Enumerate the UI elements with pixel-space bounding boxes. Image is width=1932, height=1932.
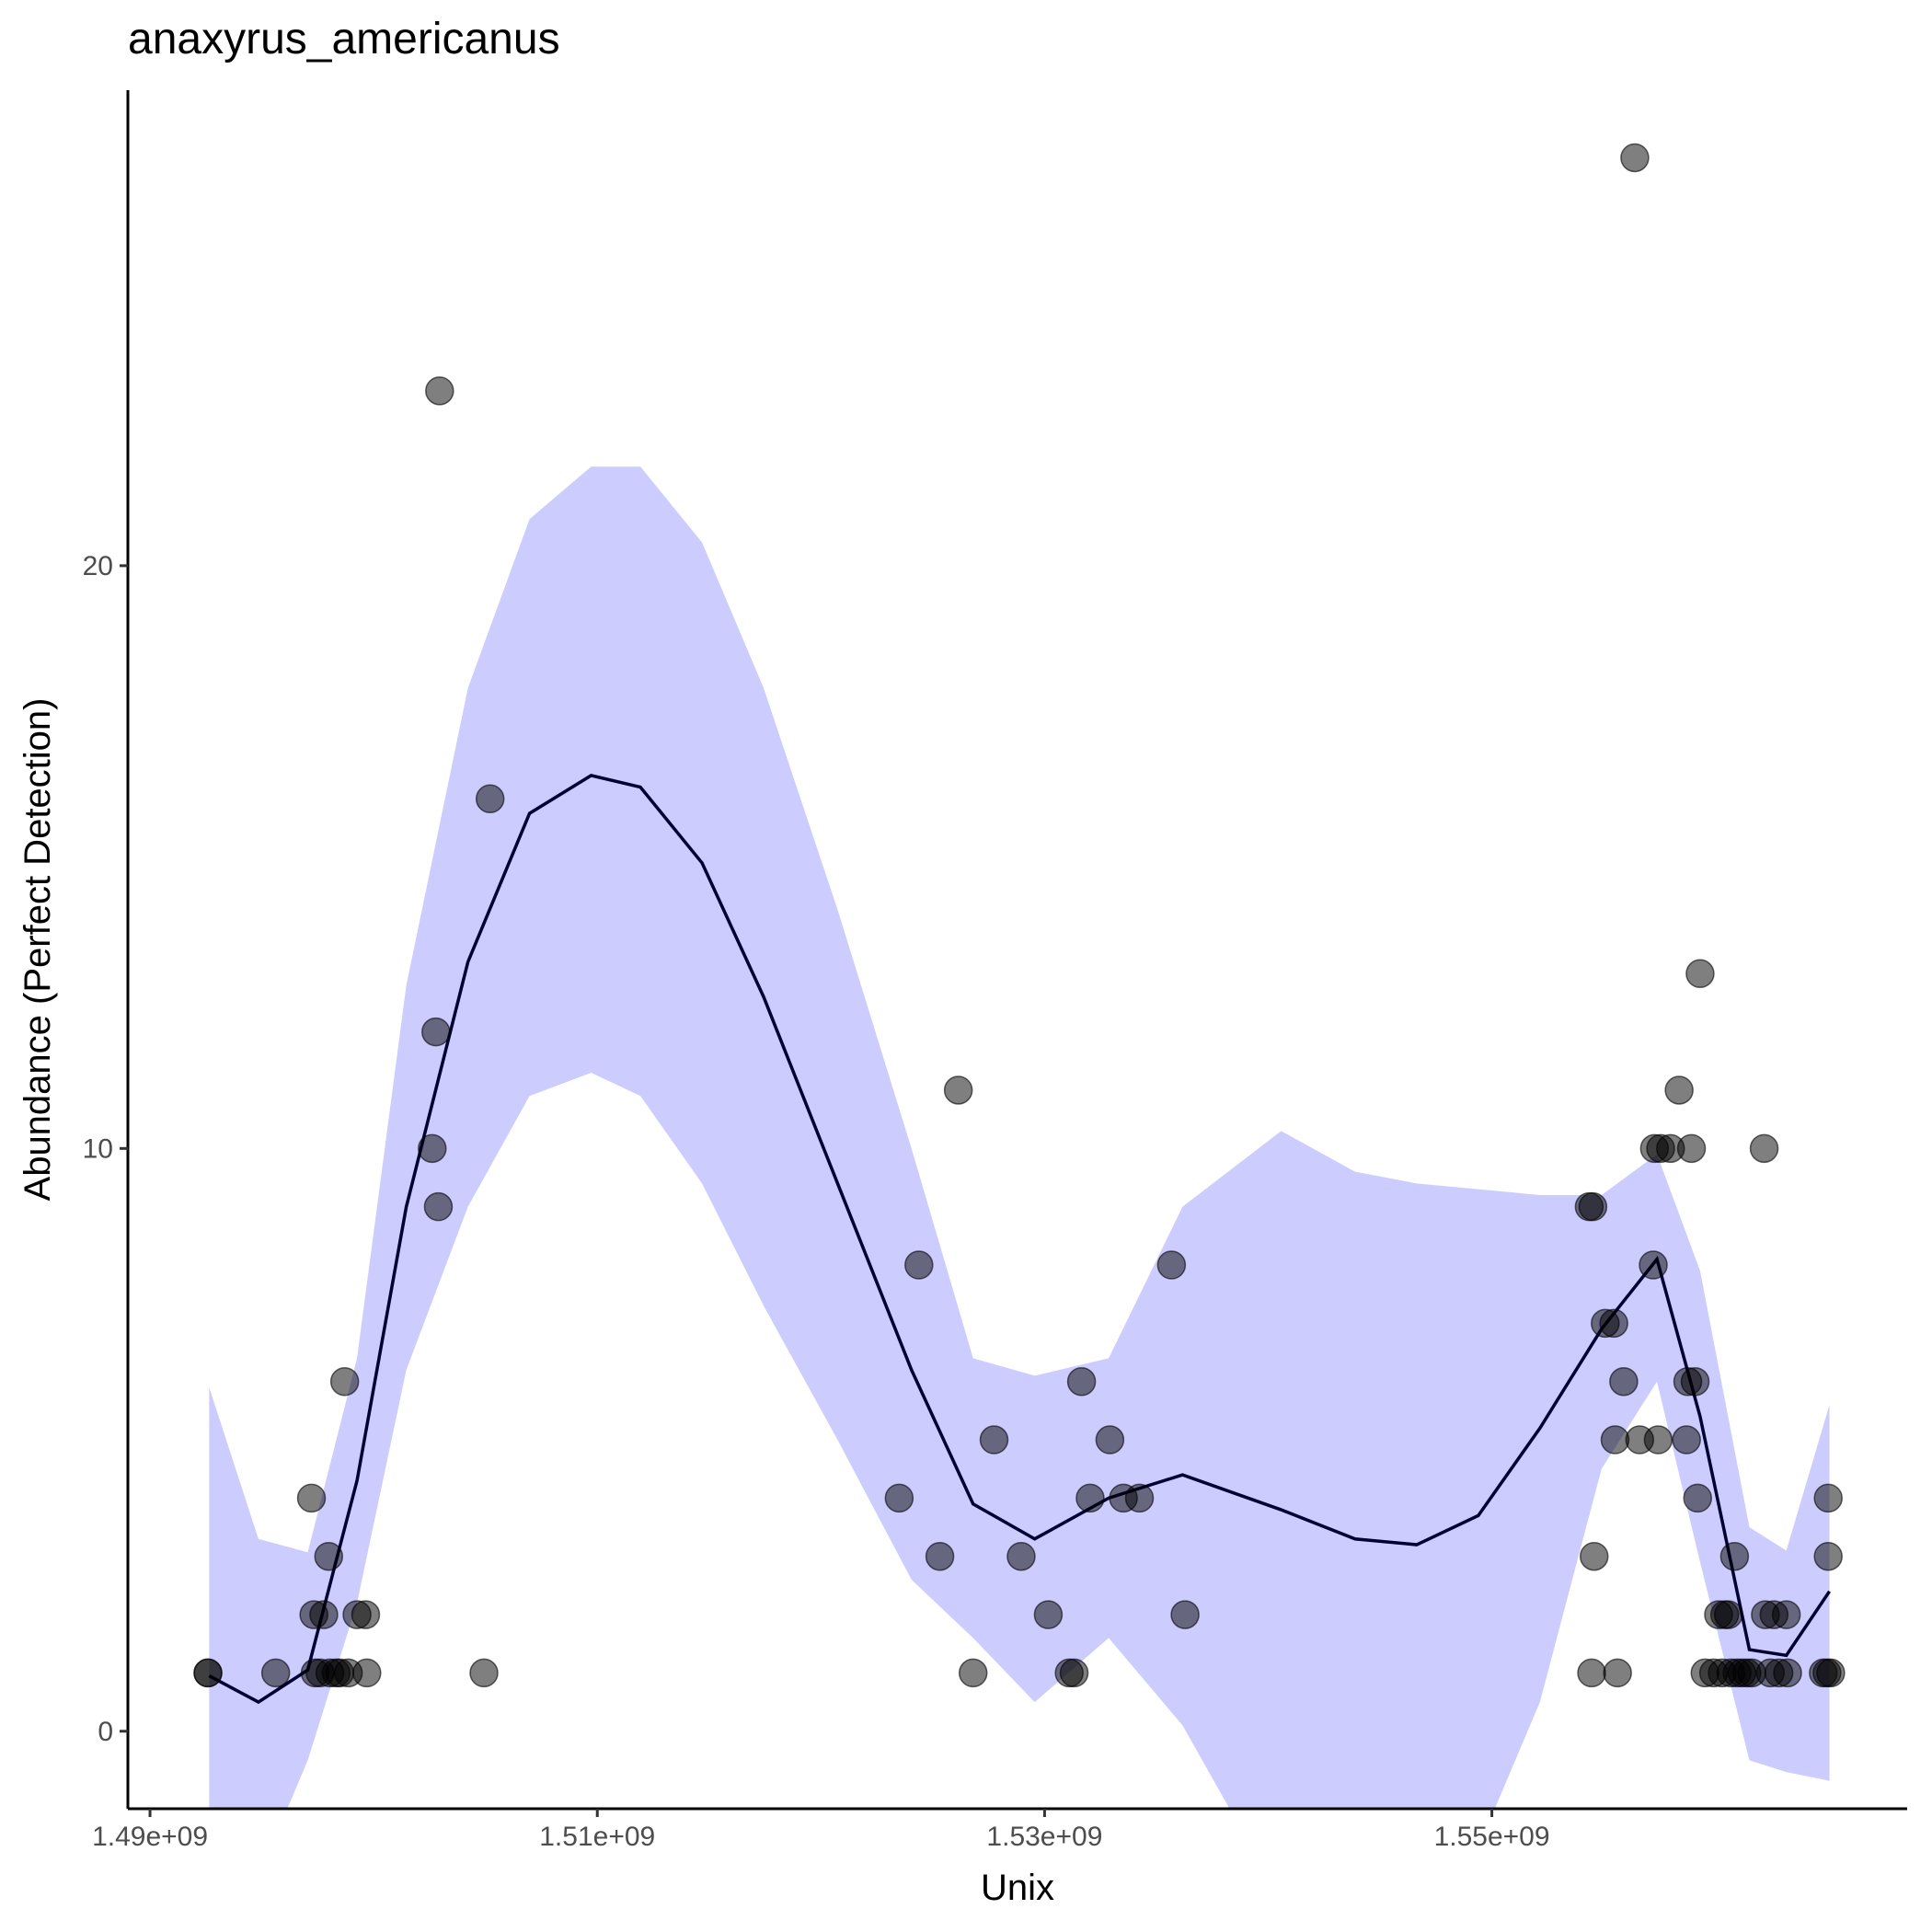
data-point bbox=[1577, 1658, 1606, 1688]
data-point bbox=[351, 1600, 381, 1629]
data-point bbox=[193, 1658, 223, 1688]
data-point bbox=[1578, 1191, 1608, 1222]
data-point bbox=[1685, 959, 1715, 989]
x-tick-label: 1.51e+09 bbox=[539, 1822, 655, 1852]
data-point bbox=[1813, 1483, 1843, 1513]
y-axis-title: Abundance (Perfect Detection) bbox=[17, 698, 58, 1202]
data-point bbox=[329, 1366, 360, 1397]
data-point bbox=[421, 1017, 451, 1047]
axes: 1.49e+09 1.51e+09 1.53e+09 1.55e+09 0 10 20 bbox=[83, 90, 1907, 1852]
chart-title: anaxyrus_americanus bbox=[128, 15, 560, 63]
data-point bbox=[1639, 1250, 1668, 1280]
data-point bbox=[1599, 1308, 1628, 1339]
x-tick-label: 1.49e+09 bbox=[92, 1822, 208, 1852]
data-point bbox=[1609, 1366, 1639, 1397]
data-point bbox=[418, 1133, 447, 1164]
smooth-line bbox=[208, 774, 1832, 1705]
data-point bbox=[1066, 1366, 1097, 1397]
data-point bbox=[979, 1425, 1009, 1455]
data-point bbox=[475, 784, 505, 814]
data-point bbox=[1156, 1250, 1187, 1280]
data-point bbox=[260, 1658, 291, 1688]
data-point bbox=[469, 1658, 499, 1688]
data-point bbox=[943, 1075, 973, 1105]
data-point bbox=[1075, 1483, 1105, 1513]
data-point bbox=[352, 1658, 382, 1688]
data-point bbox=[1672, 1425, 1701, 1455]
data-point bbox=[423, 1191, 454, 1222]
x-axis-title: Unix bbox=[981, 1868, 1054, 1908]
y-tick-label: 10 bbox=[83, 1133, 113, 1164]
data-point bbox=[1643, 1425, 1673, 1455]
data-point bbox=[1683, 1483, 1713, 1513]
data-point bbox=[314, 1541, 344, 1571]
data-point bbox=[1773, 1658, 1802, 1688]
data-point bbox=[884, 1483, 914, 1513]
y-tick-label: 20 bbox=[83, 551, 113, 581]
data-point bbox=[925, 1541, 955, 1571]
data-point bbox=[958, 1658, 988, 1688]
data-point bbox=[1033, 1600, 1064, 1629]
data-point bbox=[1749, 1133, 1779, 1164]
y-tick-label: 0 bbox=[98, 1717, 113, 1747]
data-point bbox=[1813, 1541, 1843, 1571]
data-point bbox=[1124, 1483, 1155, 1513]
data-point bbox=[1664, 1075, 1694, 1105]
confidence-band bbox=[209, 466, 1830, 1809]
data-point bbox=[1170, 1600, 1200, 1629]
data-point bbox=[1620, 143, 1650, 173]
plot-area bbox=[193, 143, 1846, 1809]
data-point bbox=[1059, 1658, 1089, 1688]
data-point bbox=[1719, 1541, 1750, 1571]
x-tick-label: 1.55e+09 bbox=[1434, 1822, 1550, 1852]
data-point bbox=[309, 1600, 339, 1629]
x-tick-label: 1.53e+09 bbox=[986, 1822, 1102, 1852]
data-point bbox=[1676, 1133, 1707, 1164]
data-point bbox=[1580, 1541, 1609, 1571]
data-point bbox=[296, 1483, 327, 1513]
data-point bbox=[904, 1250, 934, 1280]
data-point bbox=[425, 376, 454, 406]
data-point bbox=[1816, 1658, 1846, 1688]
data-point bbox=[1006, 1541, 1036, 1571]
data-point bbox=[1771, 1600, 1801, 1629]
data-point bbox=[1680, 1366, 1710, 1397]
data-point bbox=[1095, 1425, 1125, 1455]
data-point bbox=[1603, 1658, 1632, 1688]
data-point bbox=[1713, 1600, 1743, 1629]
data-point bbox=[1600, 1425, 1630, 1455]
